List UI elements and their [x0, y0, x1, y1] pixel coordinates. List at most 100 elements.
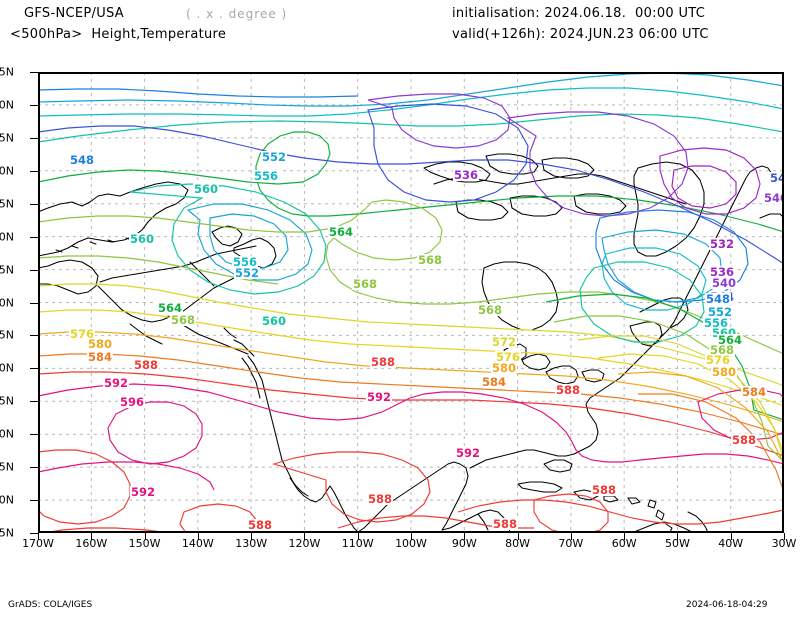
contour-label: 560: [194, 182, 218, 196]
latitude-tick-label: 30N: [0, 361, 14, 375]
map-plot-area[interactable]: 548 552 556 560 560 556 552 564 568 560 564 568 568 5…: [38, 72, 784, 533]
latitude-tick-mark: [30, 170, 38, 172]
contour-label: 564: [158, 301, 182, 315]
latitude-tick-label: 55N: [0, 197, 14, 211]
contour-label: 536: [710, 265, 734, 279]
longitude-tick-label: 160W: [75, 537, 108, 550]
initialisation-time: initialisation: 2024.06.18. 00:00 UTC: [452, 6, 706, 21]
longitude-tick-mark: [517, 533, 519, 540]
contour-label: 588: [556, 383, 580, 397]
contour-label: 588: [248, 518, 272, 532]
longitude-tick-mark: [38, 533, 39, 540]
longitude-tick-mark: [677, 533, 679, 540]
contour-label: 548: [70, 153, 94, 167]
longitude-tick-label: 80W: [505, 537, 530, 550]
longitude-tick-mark: [411, 533, 412, 540]
contour-label: 588: [134, 358, 158, 372]
contour-label: 584: [88, 350, 112, 364]
longitude-tick-label: 150W: [128, 537, 161, 550]
longitude-tick-mark: [730, 533, 732, 540]
longitude-tick-mark: [197, 533, 199, 540]
longitude-tick-mark: [784, 533, 785, 540]
longitude-tick-label: 90W: [451, 537, 477, 550]
contour-label: 568: [418, 253, 442, 267]
latitude-tick-mark: [30, 368, 38, 370]
render-timestamp: 2024-06-18-04:29: [686, 600, 768, 610]
longitude-tick-mark: [91, 533, 93, 540]
latitude-tick-mark: [30, 104, 38, 106]
resolution-label: ( . x . degree ): [186, 7, 288, 21]
latitude-tick-label: 45N: [0, 263, 14, 277]
contour-label: 556: [704, 316, 728, 330]
valid-time: valid(+126h): 2024.JUN.23 06:00 UTC: [452, 27, 709, 42]
longitude-tick-label: 130W: [235, 537, 268, 550]
contour-label: 584: [742, 385, 766, 399]
contour-label: 564: [718, 333, 742, 347]
latitude-tick-mark: [30, 500, 38, 502]
latitude-tick-mark: [30, 401, 38, 403]
contour-label: 588: [493, 517, 517, 531]
contour-label: 580: [712, 365, 736, 379]
latitude-tick-label: 20N: [0, 427, 14, 441]
contour-label: 592: [131, 485, 155, 499]
latitude-tick-label: 25N: [0, 394, 14, 408]
longitude-tick-label: 120W: [288, 537, 321, 550]
longitude-tick-label: 140W: [181, 537, 214, 550]
contour-label: 560: [130, 232, 154, 246]
latitude-tick-mark: [30, 72, 38, 73]
latitude-tick-label: 15N: [0, 460, 14, 474]
latitude-tick-mark: [30, 434, 38, 436]
latitude-tick-label: 50N: [0, 230, 14, 244]
latitude-tick-label: 40N: [0, 296, 14, 309]
longitude-tick-mark: [144, 533, 146, 540]
producer-label: GrADS: COLA/IGES: [8, 600, 93, 610]
latitude-tick-label: 35N: [0, 328, 14, 342]
contour-label: 544: [770, 171, 784, 185]
contour-lines: [38, 72, 784, 533]
longitude-tick-label: 30W: [771, 537, 797, 550]
contour-label: 592: [367, 390, 391, 404]
latitude-tick-label: 65N: [0, 131, 14, 145]
longitude-tick-mark: [251, 533, 253, 540]
contour-label: 596: [120, 395, 144, 409]
contour-label: 568: [710, 343, 734, 357]
contour-label: 572: [492, 335, 516, 349]
longitude-tick-mark: [357, 533, 359, 540]
contour-label: 556: [254, 169, 278, 183]
longitude-tick-label: 170W: [22, 537, 54, 550]
contour-label: 580: [88, 337, 112, 351]
contour-label: 568: [353, 277, 377, 291]
contour-label: 592: [456, 446, 480, 460]
contour-label: 532: [710, 237, 734, 251]
longitude-tick-label: 60W: [611, 537, 637, 550]
latitude-tick-label: 10N: [0, 493, 14, 507]
latitude-tick-mark: [30, 302, 38, 304]
latitude-tick-label: 60N: [0, 164, 14, 178]
contour-label: 588: [732, 433, 756, 447]
longitude-tick-mark: [570, 533, 572, 540]
contour-label: 540: [712, 276, 736, 290]
contour-label: 588: [368, 492, 392, 506]
latitude-tick-mark: [30, 137, 38, 139]
contour-label: 592: [104, 376, 128, 390]
level-field-label: <500hPa> Height,Temperature: [10, 27, 227, 42]
model-title: GFS-NCEP/USA: [24, 6, 125, 21]
latitude-tick-mark: [30, 335, 38, 337]
longitude-tick-mark: [624, 533, 626, 540]
contour-label: 552: [708, 305, 732, 319]
latitude-tick-mark: [30, 467, 38, 469]
contour-label: 552: [262, 150, 286, 164]
contour-label: 584: [482, 375, 506, 389]
contour-label: 580: [492, 361, 516, 375]
latitude-tick-label: 70N: [0, 98, 14, 112]
latitude-tick-mark: [30, 533, 38, 534]
latitude-tick-mark: [30, 236, 38, 238]
longitude-tick-mark: [304, 533, 306, 540]
longitude-tick-mark: [464, 533, 466, 540]
longitude-tick-label: 100W: [395, 537, 427, 550]
contour-label: 568: [478, 303, 502, 317]
contour-label: 576: [496, 350, 520, 364]
contour-label: 536: [454, 168, 478, 182]
